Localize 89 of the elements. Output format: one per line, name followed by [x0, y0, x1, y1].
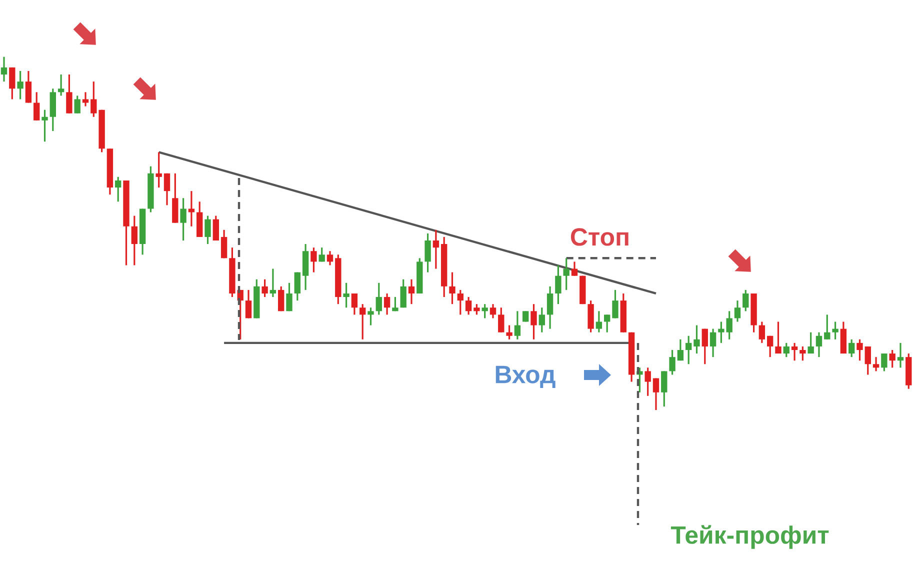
candlestick [17, 70, 24, 100]
candlestick [864, 346, 871, 376]
candlestick [775, 320, 782, 354]
candlestick [220, 229, 228, 259]
candlestick [25, 70, 32, 104]
candlestick [856, 338, 863, 362]
candlestick [677, 338, 684, 362]
candlestick [58, 74, 64, 96]
candlestick [400, 278, 406, 308]
candlestick [734, 300, 741, 323]
candlestick [848, 338, 855, 358]
candlestick [360, 303, 366, 340]
candlestick [546, 286, 554, 330]
candlestick [74, 94, 80, 114]
candlestick [408, 278, 415, 305]
candlestick [376, 282, 382, 316]
candlestick [758, 320, 766, 344]
candlestick [343, 282, 350, 308]
candlestick [212, 214, 219, 242]
candlestick [766, 335, 774, 358]
candlestick [490, 303, 496, 320]
candlestick [34, 91, 40, 122]
candlestick [889, 349, 896, 368]
candlestick [204, 214, 211, 245]
candlestick [571, 260, 578, 277]
candlestick [694, 324, 700, 354]
candlestick [180, 197, 186, 242]
candlestick [661, 370, 668, 408]
candlestick [832, 320, 838, 340]
candlestick [368, 306, 374, 326]
candlestick [90, 80, 97, 118]
candlestick [424, 232, 431, 274]
annotation: Стоп [570, 228, 628, 246]
candlestick [897, 342, 904, 368]
candlestick [115, 176, 122, 202]
candlestick [318, 246, 325, 262]
candlestick [702, 328, 708, 365]
candlestick [294, 271, 300, 302]
candlestick [644, 366, 651, 397]
text: Тейк-профит [670, 525, 829, 549]
candlestick [351, 292, 358, 316]
candlestick [652, 377, 660, 411]
candlestick [530, 303, 537, 340]
candlestick [164, 172, 170, 206]
candlestick [392, 296, 398, 312]
candlestick [563, 257, 570, 291]
candlestick [506, 324, 512, 340]
candlestick [482, 303, 488, 320]
candlestick [286, 282, 292, 312]
candlestick [82, 91, 89, 108]
candlestick [465, 296, 472, 316]
candlestick [710, 328, 716, 358]
candlestick [685, 335, 692, 365]
candlestick [66, 74, 72, 114]
candlestick [791, 342, 798, 362]
candlestick [742, 289, 749, 312]
candlestick [9, 66, 16, 100]
candlestick [457, 289, 464, 316]
candlestick [783, 342, 790, 358]
candlestick [604, 314, 610, 334]
candlestick [538, 306, 545, 334]
candlestick [42, 109, 48, 142]
candlestick [800, 346, 806, 362]
candlestick [384, 292, 390, 316]
candlestick [245, 289, 252, 320]
candlestick [326, 250, 334, 266]
candlestick [596, 310, 602, 334]
candlestick [0, 56, 8, 82]
candlestick [131, 214, 138, 266]
candlestick [432, 229, 440, 270]
candlestick [262, 278, 268, 298]
candlestick [872, 356, 880, 372]
candlestick [498, 306, 504, 334]
annotation: Вход [496, 366, 556, 388]
candlestick [881, 352, 888, 372]
candlestick [156, 151, 162, 188]
candlestick [310, 246, 317, 274]
candlestick [514, 310, 521, 340]
candlestick [270, 268, 276, 298]
candlestick [449, 271, 456, 305]
candlestick [669, 349, 676, 376]
candlestick [555, 264, 562, 305]
candlestick [188, 190, 195, 228]
candlestick [278, 286, 284, 312]
candlestick [612, 289, 618, 320]
candlestick [474, 303, 480, 316]
candlestick [816, 332, 822, 358]
candlestick [824, 314, 830, 340]
candlestick [808, 332, 814, 354]
